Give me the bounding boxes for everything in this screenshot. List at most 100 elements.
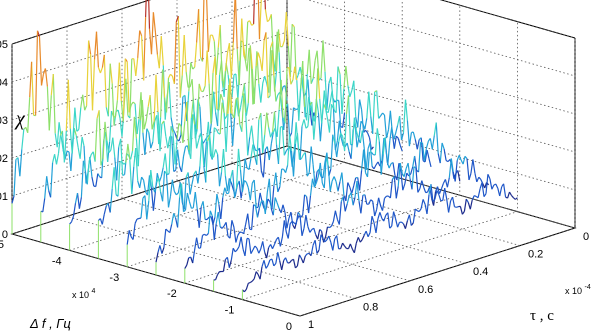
series-segment <box>221 225 225 229</box>
series-segment <box>236 246 240 251</box>
series-segment <box>282 204 286 213</box>
series-segment <box>314 50 318 61</box>
series-segment <box>294 66 298 81</box>
series-segment <box>331 90 335 111</box>
series-segment <box>196 209 200 228</box>
series-segment <box>188 149 192 159</box>
series-segment <box>154 32 158 55</box>
series-segment <box>330 221 334 227</box>
series-segment <box>351 248 355 254</box>
df-multiplier-base: x 10 <box>72 290 89 300</box>
series-segment <box>325 226 329 237</box>
series-segment <box>305 214 309 227</box>
series-segment <box>399 115 403 141</box>
series-segment <box>382 137 386 155</box>
series-segment <box>456 155 460 161</box>
series-segment <box>160 69 164 118</box>
series-segment <box>282 117 286 124</box>
series-segment <box>59 130 63 136</box>
series-segment <box>472 159 476 174</box>
series-segment <box>291 258 294 261</box>
series-segment <box>216 108 220 111</box>
series-segment <box>302 60 306 108</box>
series-segment <box>263 260 267 269</box>
series-segment <box>320 40 324 79</box>
series-segment <box>275 144 280 165</box>
series-segment <box>141 35 145 81</box>
series-segment <box>307 226 311 233</box>
series-segment <box>92 151 96 162</box>
df-multiplier: x 10 4 <box>72 288 96 300</box>
series-segment <box>172 132 176 165</box>
series-segment <box>23 126 27 130</box>
series-segment <box>345 65 349 86</box>
series-segment <box>381 198 386 211</box>
series-segment <box>133 147 137 167</box>
series-segment <box>258 83 262 103</box>
series-segment <box>435 122 439 154</box>
series-segment <box>190 114 194 159</box>
series-segment <box>340 125 343 129</box>
series-segment <box>264 76 268 84</box>
tau-tick-label: 0 <box>583 231 589 243</box>
series-segment <box>367 142 371 149</box>
series-segment <box>497 188 501 197</box>
series-segment <box>42 198 46 212</box>
series-segment <box>264 112 268 136</box>
series-segment <box>91 176 95 187</box>
series-segment <box>230 113 234 146</box>
series-segment <box>408 214 412 226</box>
series-segment <box>243 83 247 116</box>
series-segment <box>347 85 351 97</box>
series-segment <box>35 30 39 116</box>
series-segment <box>142 195 146 199</box>
series-segment <box>296 132 300 160</box>
series-segment <box>282 85 286 88</box>
series-segment <box>447 158 451 163</box>
series-segment <box>172 129 176 134</box>
series-segment <box>54 154 58 165</box>
series-segment <box>177 197 181 228</box>
series-segment <box>239 169 243 192</box>
series-segment <box>273 111 278 145</box>
series-segment <box>331 176 335 182</box>
series-segment <box>126 230 130 245</box>
series-segment <box>423 187 427 193</box>
series-segment <box>177 16 181 98</box>
series-segment <box>361 234 365 240</box>
series-segment <box>133 58 137 76</box>
series-segment <box>175 149 179 171</box>
series-segment <box>261 201 265 209</box>
series-segment <box>421 142 425 161</box>
series-segment <box>304 152 308 177</box>
series-segment <box>446 177 450 188</box>
series-segment <box>418 208 422 212</box>
series-segment <box>245 112 249 156</box>
series-segment <box>82 94 86 111</box>
series-segment <box>21 129 25 150</box>
series-segment <box>454 206 457 208</box>
series-segment <box>153 74 157 122</box>
series-segment <box>224 53 228 72</box>
series-segment <box>315 234 319 240</box>
series-segment <box>204 50 208 87</box>
series-segment <box>232 117 236 146</box>
series-segment <box>76 193 80 209</box>
series-segment <box>321 182 325 189</box>
series-segment <box>149 95 153 130</box>
series-segment <box>275 252 279 264</box>
series-segment <box>364 194 368 205</box>
series-segment <box>357 99 361 128</box>
series-segment <box>144 191 149 196</box>
series-segment <box>139 176 143 188</box>
series-segment <box>416 139 420 150</box>
series-segment <box>362 123 366 130</box>
series-segment <box>245 213 249 225</box>
series-segment <box>309 101 313 106</box>
series-segment <box>86 40 90 106</box>
series-segment <box>283 169 287 173</box>
series-segment <box>309 107 313 126</box>
series-segment <box>229 220 233 239</box>
series-segment <box>201 0 205 62</box>
series-segment <box>369 216 373 233</box>
